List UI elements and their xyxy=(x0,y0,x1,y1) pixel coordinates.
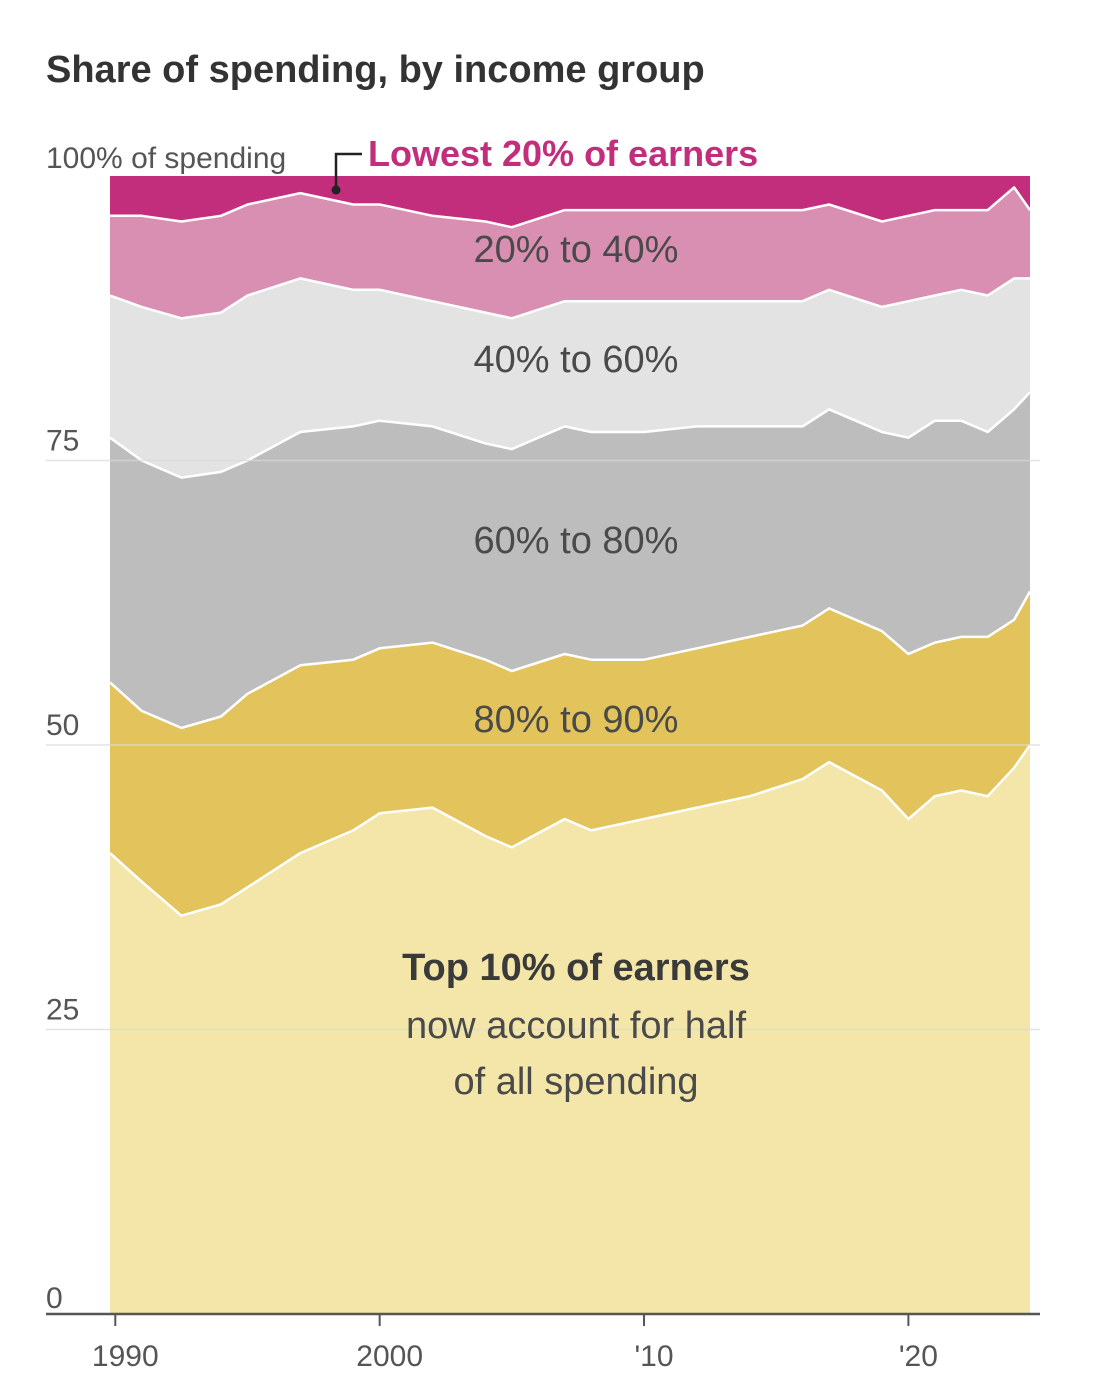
separator-80-to-90 xyxy=(109,590,1032,730)
label-top-10: Top 10% of earners xyxy=(402,947,750,989)
annotations: 20% to 40% 40% to 60% 60% to 80% 80% to … xyxy=(331,133,758,1103)
label-top-note-1: now account for half xyxy=(406,1005,747,1047)
area-40-to-60 xyxy=(110,278,1030,478)
label-80-to-90: 80% to 90% xyxy=(474,699,679,741)
label-lowest-20: Lowest 20% of earners xyxy=(368,133,758,174)
y-tick-50: 50 xyxy=(46,709,79,742)
separator-40-to-60 xyxy=(109,277,1030,320)
separator-20-to-40 xyxy=(110,186,1032,229)
chart-title: Share of spending, by income group xyxy=(46,49,705,91)
label-60-to-80: 60% to 80% xyxy=(474,520,679,562)
gridlines: 0 25 50 75 100% of spending xyxy=(46,142,1040,1315)
lowest-label-leader-dot xyxy=(331,185,341,195)
separator-top-10-of-earners xyxy=(109,744,1032,917)
area-20-to-40 xyxy=(110,187,1030,319)
y-tick-75: 75 xyxy=(46,425,79,458)
label-20-to-40: 20% to 40% xyxy=(474,229,679,271)
area-80-to-90 xyxy=(110,591,1030,916)
stacked-areas xyxy=(109,176,1032,1314)
y-tick-100: 100% of spending xyxy=(46,142,286,175)
label-top-note-2: of all spending xyxy=(453,1061,698,1103)
axes: 1990 2000 '10 '20 xyxy=(46,1312,1040,1373)
y-tick-25: 25 xyxy=(46,994,79,1027)
label-40-to-60: 40% to 60% xyxy=(474,339,679,381)
x-tick-1990: 1990 xyxy=(92,1340,159,1373)
y-tick-0: 0 xyxy=(46,1282,63,1315)
area-60-to-80 xyxy=(110,392,1030,728)
x-tick-2020: '20 xyxy=(899,1340,938,1373)
lowest-label-leader-line xyxy=(334,152,362,190)
x-tick-2000: 2000 xyxy=(356,1340,423,1373)
x-tick-2010: '10 xyxy=(634,1340,673,1373)
